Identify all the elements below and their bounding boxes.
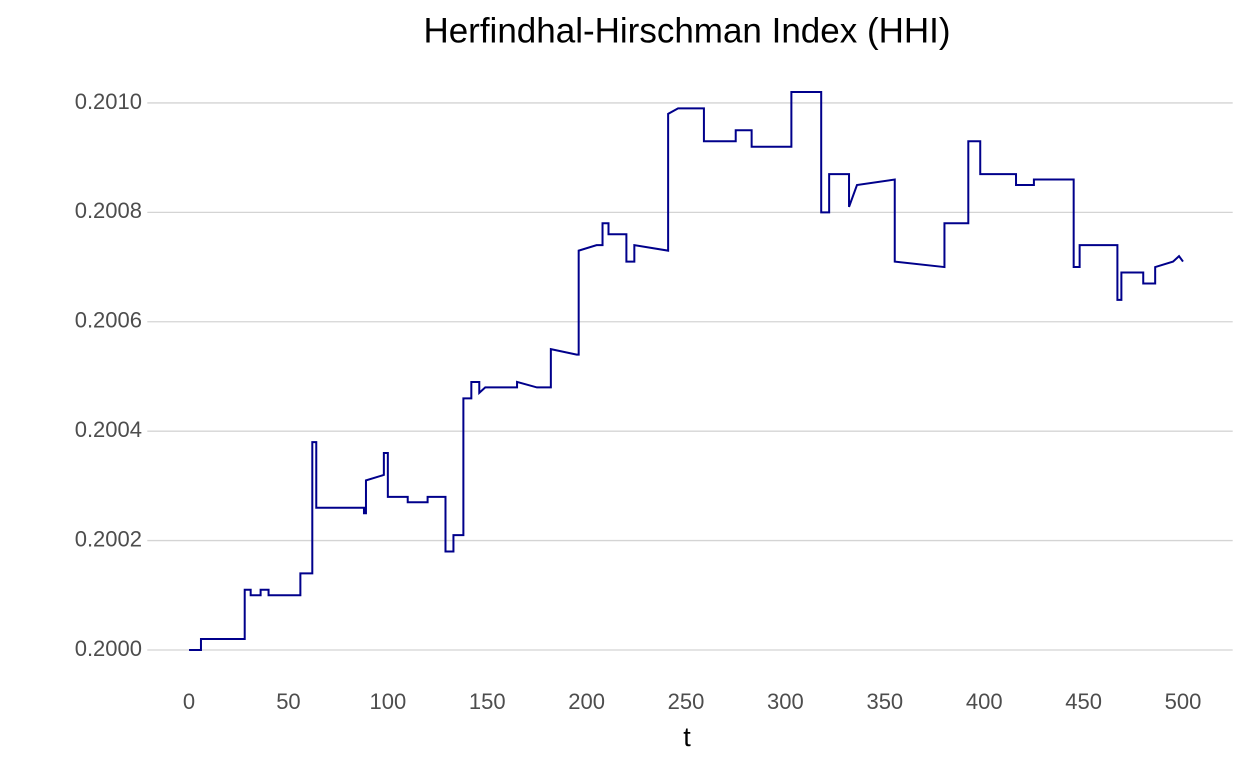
- x-tick-label: 50: [276, 689, 300, 714]
- x-tick-label: 400: [966, 689, 1003, 714]
- x-tick-label: 200: [568, 689, 605, 714]
- x-tick-label: 500: [1165, 689, 1202, 714]
- x-tick-label: 350: [866, 689, 903, 714]
- y-tick-label: 0.2006: [75, 308, 142, 333]
- x-tick-label: 450: [1065, 689, 1102, 714]
- y-tick-label: 0.2000: [75, 636, 142, 661]
- x-tick-label: 0: [183, 689, 195, 714]
- chart-title: Herfindhal-Hirschman Index (HHI): [423, 11, 950, 50]
- x-tick-label: 100: [369, 689, 406, 714]
- y-tick-label: 0.2002: [75, 526, 142, 551]
- y-tick-label: 0.2008: [75, 198, 142, 223]
- x-tick-label: 250: [668, 689, 705, 714]
- data-line: [189, 91, 1184, 651]
- y-tick-label: 0.2010: [75, 89, 142, 114]
- y-tick-label: 0.2004: [75, 417, 142, 442]
- x-tick-label: 300: [767, 689, 804, 714]
- x-axis-label: t: [683, 722, 691, 752]
- x-tick-label: 150: [469, 689, 506, 714]
